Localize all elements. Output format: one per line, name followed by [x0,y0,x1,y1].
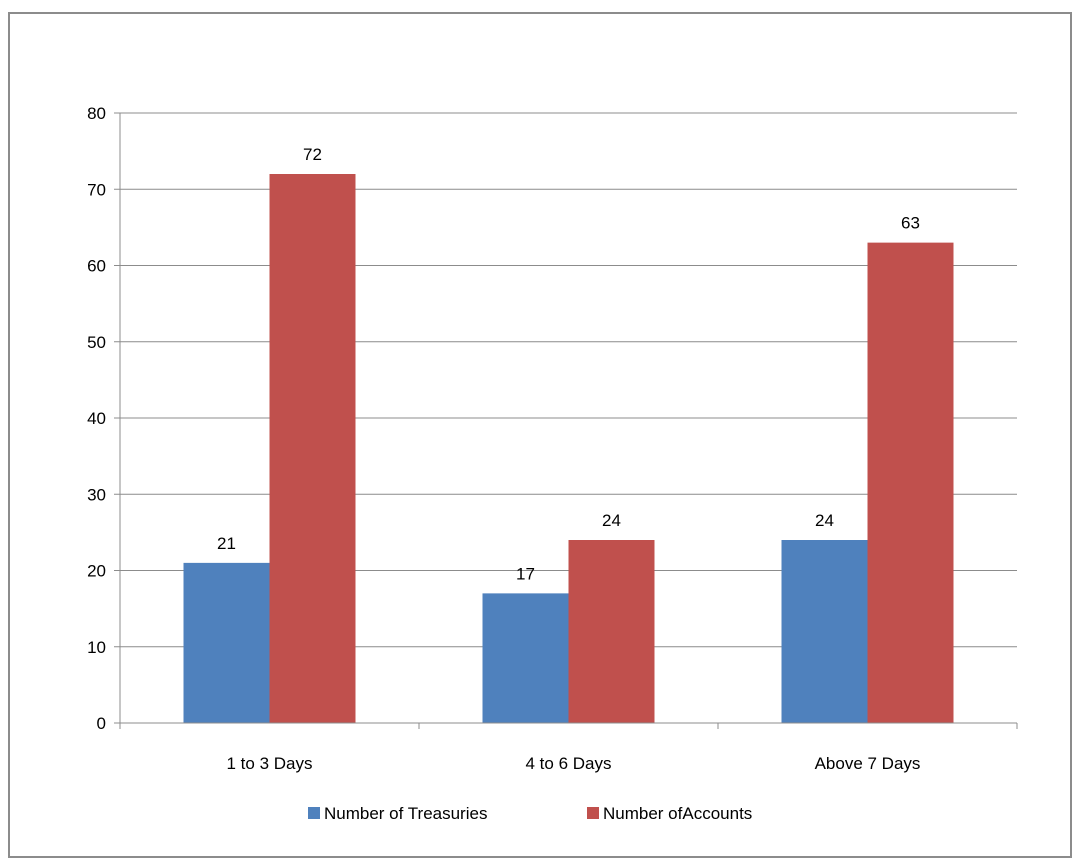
data-label: 72 [303,145,322,164]
data-label: 24 [602,511,621,530]
data-label: 21 [217,534,236,553]
bar-accounts [568,540,655,723]
y-tick-label: 60 [87,257,106,276]
x-category-label: 4 to 6 Days [526,754,612,773]
legend-label: Number ofAccounts [603,804,752,823]
legend: Number of Treasuries Number ofAccounts [308,804,752,823]
y-tick-label: 40 [87,409,106,428]
y-tick-label: 10 [87,638,106,657]
x-category-label: Above 7 Days [815,754,921,773]
y-tick-label: 0 [97,714,106,733]
y-tick-label: 70 [87,180,106,199]
legend-label: Number of Treasuries [324,804,487,823]
chart-frame: 21 72 17 24 24 63 0 10 20 30 40 50 60 70 80 1 to 3 Day… [8,12,1072,858]
legend-swatch [587,807,599,819]
bar-accounts [269,174,356,723]
bar-treasuries [183,562,270,723]
legend-swatch [308,807,320,819]
data-labels: 21 72 17 24 24 63 [217,145,920,583]
y-tick-label: 50 [87,333,106,352]
axes: 0 10 20 30 40 50 60 70 80 1 to 3 Days 4 to 6 Days A… [87,104,1018,773]
y-tick-label: 80 [87,104,106,123]
bar-treasuries [482,593,569,723]
bar-accounts [867,242,954,723]
data-label: 63 [901,214,920,233]
x-category-label: 1 to 3 Days [227,754,313,773]
bars [183,174,954,723]
data-label: 24 [815,511,834,530]
data-label: 17 [516,564,535,583]
y-tick-label: 30 [87,485,106,504]
bar-treasuries [781,540,868,723]
y-tick-label: 20 [87,562,106,581]
bar-chart: 21 72 17 24 24 63 0 10 20 30 40 50 60 70 80 1 to 3 Day… [87,104,1018,823]
